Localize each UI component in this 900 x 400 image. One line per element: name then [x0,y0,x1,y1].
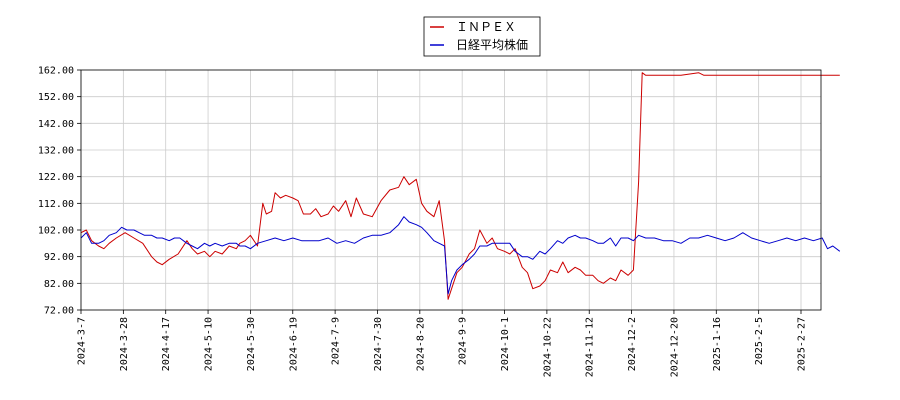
x-tick-label: 2024-12-20 [669,317,680,377]
series-line-0 [80,72,840,300]
x-axis: 2024-3-7 2024-3-28 2024-4-17 2024-5-10 2024-… [77,310,808,377]
x-tick-label: 2024-9-9 [458,317,469,365]
x-tick-label: 2024-3-28 [119,317,130,371]
y-tick-label: 112.00 [38,199,74,210]
y-tick-label: 122.00 [38,172,74,183]
y-tick-label: 162.00 [38,66,74,77]
x-tick-label: 2024-6-19 [288,317,299,371]
y-axis: 72.00 82.00 92.00 102.00 112.00 122.00 132.00 1… [38,66,81,317]
x-tick-label: 2024-7-9 [331,317,342,365]
x-tick-label: 2024-8-20 [415,317,426,371]
legend: ＩＮＰＥＸ 日経平均株価 [423,16,541,57]
x-tick-label: 2024-3-7 [77,317,88,365]
x-tick-label: 2024-10-1 [500,317,511,371]
y-tick-label: 92.00 [44,252,74,263]
y-tick-label: 152.00 [38,92,74,103]
x-tick-label: 2024-10-22 [542,317,553,377]
grid-lines [80,69,821,311]
x-tick-label: 2025-2-27 [797,317,808,371]
y-tick-label: 142.00 [38,119,74,130]
series-line-1 [80,216,841,295]
y-tick-label: 72.00 [44,306,74,317]
legend-box [423,16,541,57]
x-tick-label: 2024-11-12 [585,317,596,377]
y-tick-label: 102.00 [38,226,74,237]
x-tick-label: 2024-7-30 [373,317,384,371]
series-layer [80,72,841,300]
y-tick-label: 82.00 [44,279,74,290]
x-tick-label: 2024-4-17 [161,317,172,371]
x-tick-label: 2025-2-5 [754,317,765,365]
x-tick-label: 2024-5-30 [246,317,257,371]
legend-label-nikkei: 日経平均株価 [456,37,528,52]
x-tick-label: 2024-12-2 [627,317,638,371]
plot-frame [80,69,822,311]
y-tick-label: 132.00 [38,146,74,157]
legend-label-inpex: ＩＮＰＥＸ [456,20,516,34]
x-tick-label: 2025-1-16 [712,317,723,371]
x-tick-label: 2024-5-10 [204,317,215,371]
